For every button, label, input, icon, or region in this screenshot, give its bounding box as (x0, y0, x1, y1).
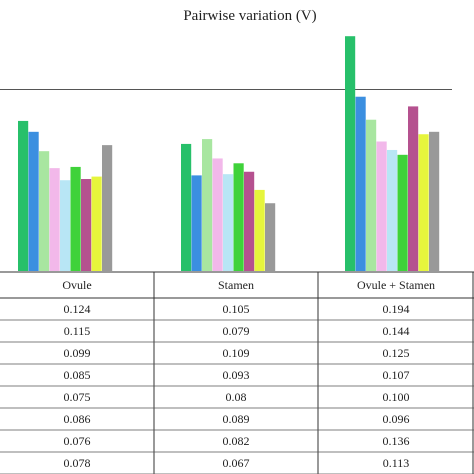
bar-1-0 (181, 143, 192, 271)
bar-2-1 (355, 96, 366, 271)
table-cell: 0.08 (226, 390, 247, 404)
bar-1-1 (191, 175, 202, 271)
table-cell: 0.093 (223, 368, 250, 382)
bar-0-6 (81, 179, 92, 271)
bar-2-6 (408, 106, 419, 271)
bar-group (0, 36, 452, 271)
table-cell: 0.124 (64, 302, 91, 316)
value-table: Ovule Stamen Ovule + Stamen 0.124 0.105 0.194… (0, 271, 474, 474)
table-header-cell: Stamen (218, 278, 254, 292)
bar-1-6 (244, 171, 255, 271)
bar-0-0 (18, 120, 29, 271)
bar-2-4 (387, 149, 398, 271)
table-cell: 0.109 (223, 346, 250, 360)
bar-0-2 (39, 151, 50, 271)
bar-1-3 (212, 158, 223, 271)
bar-0-4 (60, 180, 71, 271)
table-cell: 0.100 (383, 390, 410, 404)
table-cell: 0.075 (64, 390, 91, 404)
bar-2-0 (345, 36, 356, 271)
bar-2-8 (429, 131, 440, 271)
bar-1-8 (265, 203, 276, 271)
bar-2-2 (366, 119, 377, 271)
bar-0-7 (91, 176, 102, 271)
table-cell: 0.136 (383, 434, 410, 448)
table-cell: 0.067 (223, 456, 250, 470)
table-cell: 0.115 (64, 324, 91, 338)
chart-title: Pairwise variation (V) (183, 8, 316, 24)
table-cell: 0.144 (383, 324, 410, 338)
bar-2-5 (397, 154, 408, 271)
bar-1-2 (202, 139, 213, 271)
table-header-cell: Ovule (62, 278, 91, 292)
table-cell: 0.194 (383, 302, 410, 316)
table-cell: 0.086 (64, 412, 91, 426)
table-cell: 0.079 (223, 324, 250, 338)
table-cell: 0.082 (223, 434, 250, 448)
bar-2-7 (418, 134, 429, 271)
bar-0-3 (49, 168, 60, 271)
table-cell: 0.107 (383, 368, 410, 382)
table-cell: 0.089 (223, 412, 250, 426)
table-cell: 0.076 (64, 434, 91, 448)
bar-0-1 (28, 131, 39, 271)
table-cell: 0.125 (383, 346, 410, 360)
table-cell: 0.105 (223, 302, 250, 316)
bar-1-4 (223, 174, 234, 271)
table-cell: 0.113 (383, 456, 410, 470)
bar-1-7 (254, 189, 265, 271)
table-header-cell: Ovule + Stamen (357, 278, 435, 292)
table-cell: 0.099 (64, 346, 91, 360)
table-cell: 0.096 (383, 412, 410, 426)
bar-0-8 (102, 145, 113, 271)
bar-0-5 (70, 166, 81, 271)
table-cell: 0.085 (64, 368, 91, 382)
table-cell: 0.078 (64, 456, 91, 470)
bar-2-3 (376, 141, 387, 271)
bar-1-5 (233, 163, 244, 271)
